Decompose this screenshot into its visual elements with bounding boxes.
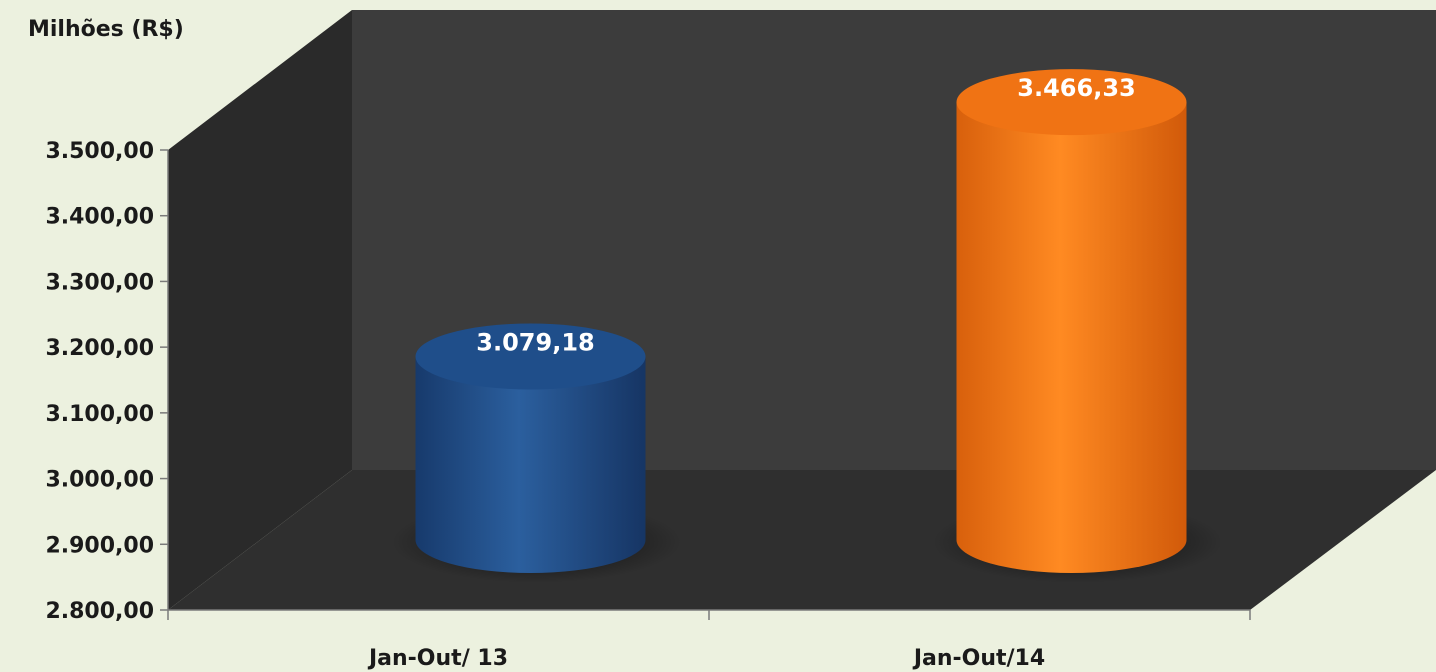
bar-1: 3.466,33 — [932, 69, 1223, 583]
bar-top — [956, 69, 1187, 136]
chart-side-wall — [168, 10, 352, 610]
bars: 3.079,18 3.466,33 — [391, 69, 1223, 583]
x-tick-label: Jan-Out/14 — [912, 646, 1045, 671]
y-tick-label: 3.300,00 — [45, 270, 154, 295]
y-tick-label: 3.200,00 — [45, 336, 154, 361]
y-tick-label: 3.100,00 — [45, 402, 154, 427]
bar-body — [956, 102, 1187, 573]
data-label: 3.079,18 — [476, 329, 594, 357]
y-tick-label: 2.900,00 — [45, 533, 154, 558]
y-tick-label: 3.500,00 — [45, 139, 154, 164]
y-tick-label: 3.000,00 — [45, 468, 154, 493]
unit-label: Milhões (R$) — [28, 17, 184, 42]
bar-top — [415, 323, 646, 390]
chart-floor — [168, 470, 1436, 610]
x-axis: Jan-Out/ 13 Jan-Out/14 — [167, 609, 1251, 671]
bar-0: 3.079,18 — [391, 323, 682, 583]
data-label: 3.466,33 — [1017, 74, 1135, 102]
y-axis: 2.800,00 2.900,00 3.000,00 3.100,00 3.200,00… — [45, 139, 169, 624]
y-tick-label: 3.400,00 — [45, 205, 154, 230]
x-tick-label: Jan-Out/ 13 — [367, 646, 508, 671]
y-tick-label: 2.800,00 — [45, 599, 154, 624]
bar-body — [415, 356, 646, 573]
